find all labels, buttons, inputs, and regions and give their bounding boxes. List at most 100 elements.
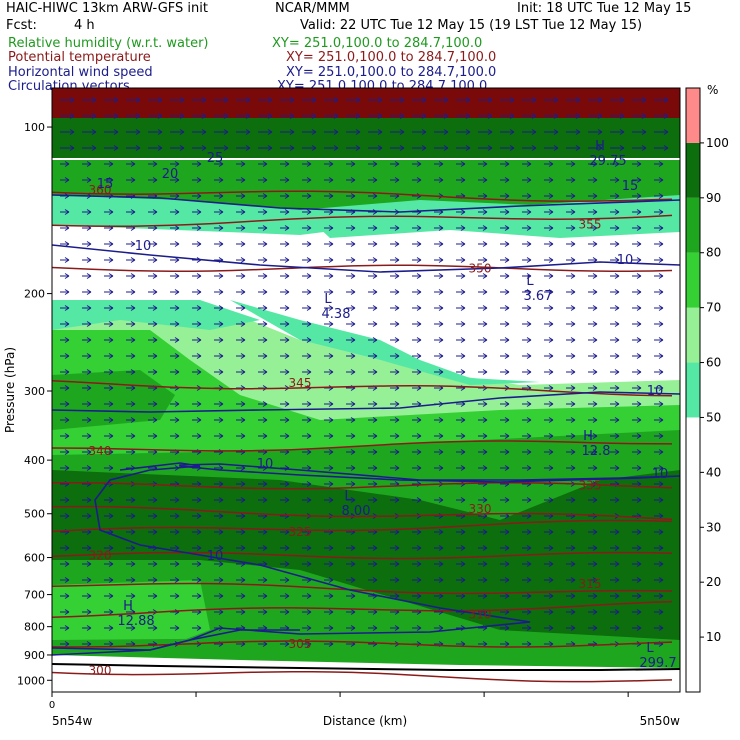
wind-label: 10 [617,253,634,268]
wind-vector-head [306,241,312,247]
wind-vector-head [196,273,202,279]
wind-vector-head [130,305,136,311]
wind-vector-head [482,177,488,183]
wind-vector-head [262,337,268,343]
wind-vector-head [416,545,422,551]
wind-vector-head [614,305,620,311]
wind-vector-head [416,497,422,503]
wind-vector-head [113,129,119,135]
wind-vector-head [284,161,290,167]
wind-vector-head [196,225,202,231]
wind-vector-head [306,545,312,551]
wind-vector-head [570,273,576,279]
wind-vector-head [240,433,246,439]
wind-vector-head [152,401,158,407]
colorbar-swatch [686,582,700,638]
wind-vector-head [592,305,598,311]
wind-vector-head [284,353,290,359]
wind-vector-head [108,241,114,247]
wind-vector-head [130,545,136,551]
wind-vector-head [394,177,400,183]
wind-vector-head [482,337,488,343]
circulation-vectors [60,97,669,647]
rh-band-aqua-east [230,300,540,385]
wind-vector-head [196,529,202,535]
wind-vector-head [245,113,251,119]
wind-vector-head [64,273,70,279]
wind-vector-head [196,193,202,199]
wind-vector-head [108,593,114,599]
wind-vector-head [350,433,356,439]
wind-contour-10-lower [52,462,531,656]
wind-vector-head [614,225,620,231]
wind-vector-head [350,625,356,631]
wind-vector-head [130,401,136,407]
wind-vector-head [658,225,664,231]
wind-vector-head [284,369,290,375]
wind-vector-head [240,609,246,615]
wind-vector-head [306,561,312,567]
wind-vector-head [306,337,312,343]
wind-vector-head [460,577,466,583]
wind-vector-head [372,289,378,295]
wind-vector-head [421,129,427,135]
wind-vector-head [174,177,180,183]
wind-vector-head [91,113,97,119]
wind-vector-head [355,129,361,135]
wind-vector-head [218,561,224,567]
wind-vector-head [394,577,400,583]
wind-vector-head [306,321,312,327]
wind-vector-head [333,145,339,151]
wind-vector-head [575,145,581,151]
wind-vector-head [130,353,136,359]
wind-vector-head [504,561,510,567]
wind-vector-head [328,161,334,167]
wind-vector-head [86,465,92,471]
wind-vector-head [377,113,383,119]
wind-vector-head [460,417,466,423]
wind-vector-head [240,321,246,327]
wind-vector-head [570,161,576,167]
wind-vector-head [152,417,158,423]
wind-vector-head [350,193,356,199]
wind-vector-head [152,433,158,439]
wind-vector-head [306,353,312,359]
extremum-type: L [344,489,352,504]
wind-vector-head [64,433,70,439]
wind-vector-head [108,289,114,295]
wind-vector-head [570,257,576,263]
wind-vector-head [108,209,114,215]
wind-vector-head [636,257,642,263]
wind-vector-head [482,497,488,503]
wind-vector-head [311,97,317,103]
wind-vector-head [553,97,559,103]
wind-vector-head [218,401,224,407]
wind-vector-head [355,145,361,151]
wind-vector-head [614,385,620,391]
wind-vector-head [152,497,158,503]
terrain-line [52,663,680,671]
wind-vector-head [86,161,92,167]
wind-vector-head [306,417,312,423]
colorbar-swatch [686,142,700,198]
wind-vector-head [553,129,559,135]
wind-vector-head [91,145,97,151]
wind-vector-head [482,273,488,279]
wind-vector-head [328,321,334,327]
wind-vector-head [306,193,312,199]
wind-vector-head [157,97,163,103]
wind-vector-head [223,97,229,103]
wind-vector-head [438,577,444,583]
wind-vector-head [592,561,598,567]
wind-vector-head [218,481,224,487]
wind-vector-head [636,529,642,535]
wind-vector-head [174,561,180,567]
wind-vector-head [482,289,488,295]
wind-vector-head [658,481,664,487]
wind-vector-head [570,609,576,615]
extremum-type: L [526,274,534,289]
y-tick-label: 800 [24,621,45,634]
wind-vector-head [482,305,488,311]
wind-vector-head [416,225,422,231]
